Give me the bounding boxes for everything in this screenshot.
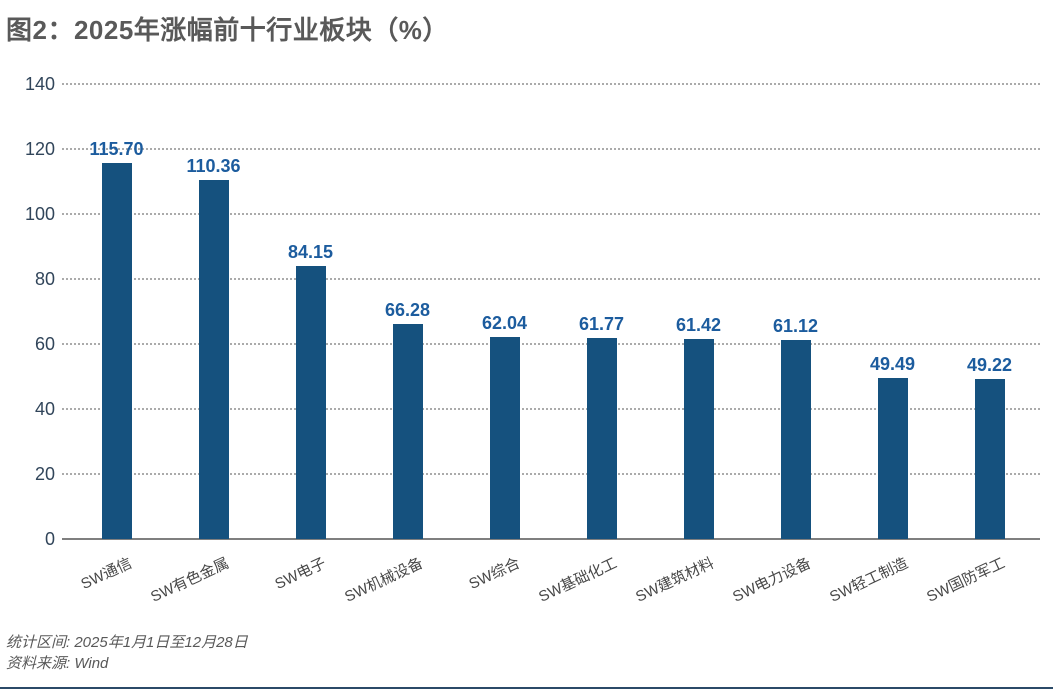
bar <box>877 378 908 539</box>
bar-value-label: 84.15 <box>287 242 334 262</box>
bar-value-label: 61.42 <box>675 315 722 335</box>
bar-value-label: 49.22 <box>966 355 1013 375</box>
bar-value-label: 61.77 <box>578 314 625 334</box>
gridline <box>62 83 1040 85</box>
y-axis-tick: 120 <box>24 139 55 159</box>
x-axis-category-label: SW通信 <box>78 554 135 594</box>
x-axis-category-label: SW电力设备 <box>730 554 814 606</box>
y-axis-tick: 0 <box>44 529 55 549</box>
y-axis-tick: 40 <box>34 399 55 419</box>
gridline <box>62 213 1040 215</box>
x-axis-line <box>62 538 1040 540</box>
bar <box>489 337 520 539</box>
bar-value-label: 115.70 <box>89 139 144 159</box>
gridline <box>62 473 1040 475</box>
bottom-rule <box>0 687 1053 689</box>
y-axis-tick: 80 <box>34 269 55 289</box>
gridline <box>62 278 1040 280</box>
y-axis-tick: 140 <box>24 74 55 94</box>
x-axis-category-label: SW基础化工 <box>536 554 620 606</box>
gridline <box>62 148 1040 150</box>
x-axis-category-label: SW电子 <box>272 554 329 594</box>
gridline <box>62 343 1040 345</box>
gridline <box>62 408 1040 410</box>
bar <box>780 340 811 539</box>
bar-value-label: 110.36 <box>186 156 241 176</box>
x-axis-category-label: SW轻工制造 <box>827 554 911 606</box>
x-axis-category-label: SW有色金属 <box>148 554 232 606</box>
y-axis-tick: 60 <box>34 334 55 354</box>
bar <box>683 339 714 539</box>
x-axis-category-label: SW国防军工 <box>924 554 1008 606</box>
y-axis-tick: 20 <box>34 464 55 484</box>
bar <box>586 338 617 539</box>
x-axis-category-label: SW建筑材料 <box>633 554 717 606</box>
bar <box>392 324 423 539</box>
bar-value-label: 49.49 <box>869 354 916 374</box>
data-source-note: 资料来源: Wind <box>6 655 109 672</box>
bar-value-label: 62.04 <box>481 313 528 333</box>
chart-title: 图2：2025年涨幅前十行业板块（%） <box>6 15 449 45</box>
y-axis-tick: 100 <box>24 204 55 224</box>
x-axis-category-label: SW综合 <box>466 554 523 594</box>
bar-value-label: 66.28 <box>384 300 431 320</box>
stat-period-note: 统计区间: 2025年1月1日至12月28日 <box>6 634 248 651</box>
bar <box>198 180 229 539</box>
bar <box>101 163 132 539</box>
bar-value-label: 61.12 <box>772 316 819 336</box>
bar <box>295 266 326 539</box>
bar <box>974 379 1005 539</box>
x-axis-category-label: SW机械设备 <box>342 554 426 606</box>
